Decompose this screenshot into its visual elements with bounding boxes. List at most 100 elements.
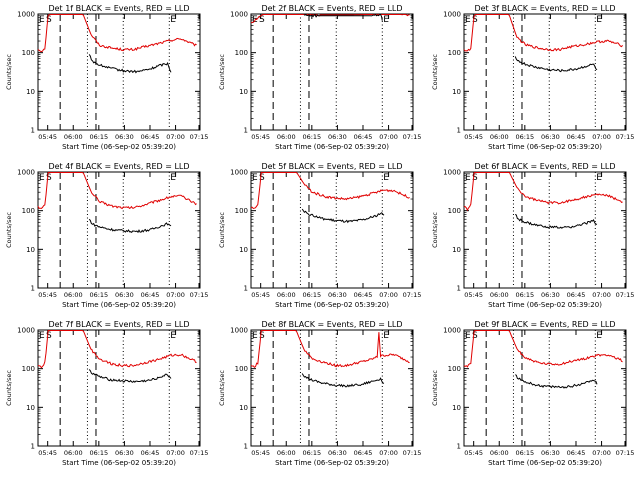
- series-line-lld: [463, 14, 623, 52]
- plot-frame: [463, 13, 627, 131]
- plot-frame: [250, 13, 414, 131]
- x-axis-label: Start Time (06-Sep-02 05:39:20): [275, 459, 389, 467]
- y-tick-label: 1000: [443, 11, 461, 19]
- x-tick-label: 05:45: [464, 449, 483, 457]
- event-marker-label: S: [472, 173, 478, 183]
- y-tick-label: 100: [235, 49, 248, 57]
- y-tick-label: 10: [26, 88, 35, 96]
- series-line-events: [301, 373, 385, 388]
- y-axis-label: Counts/sec: [431, 370, 439, 406]
- series-line-events: [88, 369, 172, 383]
- x-tick-label: 06:30: [115, 133, 134, 141]
- event-marker-label: E: [383, 15, 389, 25]
- series-line-events: [88, 218, 172, 234]
- x-tick-label: 05:45: [251, 133, 270, 141]
- x-tick-label: 07:00: [592, 133, 611, 141]
- chart-title: Det 9f BLACK = Events, RED = LLD: [474, 320, 615, 329]
- x-tick-label: 06:00: [277, 291, 296, 299]
- x-tick-label: 07:15: [403, 291, 422, 299]
- x-tick-label: 05:45: [251, 449, 270, 457]
- y-axis-label: Counts/sec: [431, 54, 439, 90]
- x-axis-label: Start Time (06-Sep-02 05:39:20): [275, 143, 389, 151]
- x-tick-label: 07:15: [403, 133, 422, 141]
- y-tick-label: 1000: [17, 169, 35, 177]
- x-tick-label: 06:45: [567, 133, 586, 141]
- y-tick-label: 1000: [17, 327, 35, 335]
- x-tick-label: 07:15: [616, 449, 635, 457]
- x-tick-label: 07:00: [379, 133, 398, 141]
- x-tick-label: 06:00: [64, 449, 83, 457]
- chart-title: Det 4f BLACK = Events, RED = LLD: [48, 162, 189, 171]
- event-marker-label: E: [383, 331, 389, 341]
- x-axis-label: Start Time (06-Sep-02 05:39:20): [62, 459, 176, 467]
- event-marker-label: E: [39, 15, 45, 25]
- y-tick-label: 100: [448, 365, 461, 373]
- event-marker-label: S: [259, 331, 265, 341]
- chart-panel-5: Det 5f BLACK = Events, RED = LLD Counts/s…: [218, 162, 421, 309]
- event-marker-label: S: [259, 173, 265, 183]
- x-tick-label: 06:00: [277, 133, 296, 141]
- x-tick-label: 06:15: [302, 291, 321, 299]
- event-marker-label: E: [596, 331, 602, 341]
- series-line-lld: [37, 172, 197, 210]
- y-axis-label: Counts/sec: [5, 370, 13, 406]
- event-marker-label: S: [46, 331, 52, 341]
- y-axis-label: Counts/sec: [218, 54, 226, 90]
- y-tick-label: 100: [22, 49, 35, 57]
- x-tick-label: 07:00: [592, 449, 611, 457]
- series-line-events: [514, 56, 598, 73]
- y-tick-label: 10: [452, 404, 461, 412]
- x-axis-label: Start Time (06-Sep-02 05:39:20): [62, 143, 176, 151]
- x-tick-label: 07:15: [403, 449, 422, 457]
- x-tick-label: 06:30: [328, 291, 347, 299]
- y-tick-label: 1000: [443, 327, 461, 335]
- x-tick-label: 06:30: [115, 449, 134, 457]
- event-marker-label: S: [46, 173, 52, 183]
- series-line-lld: [463, 172, 623, 212]
- y-axis-label: Counts/sec: [218, 370, 226, 406]
- x-tick-label: 07:00: [592, 291, 611, 299]
- y-tick-label: 10: [239, 404, 248, 412]
- chart-panel-2: Det 2f BLACK = Events, RED = LLD Counts/s…: [218, 4, 421, 151]
- x-tick-label: 06:45: [141, 291, 160, 299]
- x-tick-label: 07:00: [166, 133, 185, 141]
- x-tick-label: 06:45: [567, 291, 586, 299]
- event-marker-label: E: [596, 15, 602, 25]
- y-tick-label: 1000: [230, 327, 248, 335]
- series-line-lld: [251, 13, 410, 24]
- x-axis-label: Start Time (06-Sep-02 05:39:20): [488, 143, 602, 151]
- y-tick-label: 1: [31, 443, 35, 451]
- event-marker-label: E: [170, 331, 176, 341]
- series-line-lld: [250, 172, 410, 210]
- series-line-events: [514, 374, 598, 389]
- y-tick-label: 1000: [17, 11, 35, 19]
- x-tick-label: 05:45: [38, 449, 57, 457]
- x-tick-label: 06:00: [490, 291, 509, 299]
- x-tick-label: 05:45: [38, 133, 57, 141]
- series-line-events: [88, 54, 172, 74]
- x-tick-label: 06:45: [141, 449, 160, 457]
- x-tick-label: 07:15: [190, 449, 209, 457]
- y-tick-label: 1: [457, 443, 461, 451]
- series-line-lld: [250, 330, 410, 368]
- x-tick-label: 07:15: [190, 133, 209, 141]
- y-tick-label: 100: [235, 207, 248, 215]
- event-marker-label: E: [39, 173, 45, 183]
- event-marker-label: S: [472, 331, 478, 341]
- x-axis-label: Start Time (06-Sep-02 05:39:20): [275, 301, 389, 309]
- event-marker-label: E: [596, 173, 602, 183]
- x-tick-label: 06:45: [567, 449, 586, 457]
- x-tick-label: 06:00: [277, 449, 296, 457]
- x-axis-label: Start Time (06-Sep-02 05:39:20): [488, 459, 602, 467]
- x-tick-label: 07:00: [166, 449, 185, 457]
- series-line-lld: [37, 330, 197, 369]
- x-tick-label: 06:15: [515, 449, 534, 457]
- y-tick-label: 1000: [230, 169, 248, 177]
- chart-panel-8: Det 8f BLACK = Events, RED = LLD Counts/s…: [218, 320, 421, 467]
- chart-title: Det 5f BLACK = Events, RED = LLD: [261, 162, 402, 171]
- x-tick-label: 06:15: [89, 133, 108, 141]
- event-marker-label: E: [465, 15, 471, 25]
- y-tick-label: 10: [239, 88, 248, 96]
- y-tick-label: 1000: [443, 169, 461, 177]
